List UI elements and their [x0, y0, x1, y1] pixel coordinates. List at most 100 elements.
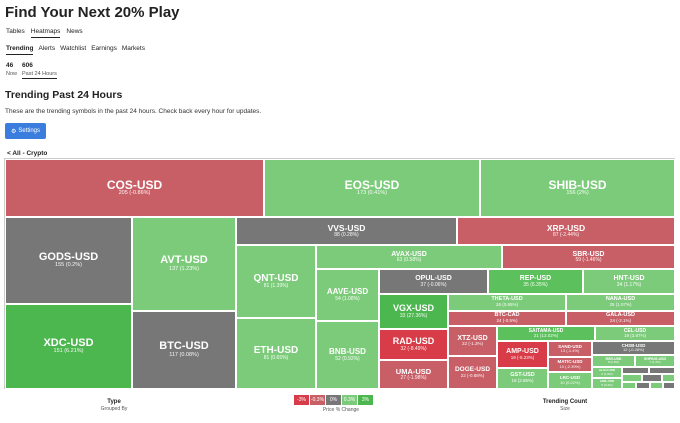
tile[interactable]: EOS-USD 173 (0.41%)	[264, 159, 480, 217]
tile-value: 7 (1.2%)	[649, 360, 661, 365]
tab-earnings[interactable]: Earnings	[91, 45, 117, 52]
tile[interactable]: THETA-USD 26 (0.65%)	[448, 294, 566, 311]
tile[interactable]: AMP-USD 19 (-5.23%)	[497, 341, 548, 368]
tile[interactable]: ALGO-USD 6 (1.6%)	[592, 367, 622, 378]
timeframe-now[interactable]: 46 Now	[6, 62, 17, 77]
legend-size: Trending Count Size	[540, 399, 590, 412]
tile[interactable]: BTC-CAD 24 (-0.5%)	[448, 311, 566, 326]
tile-value: 155 (0.2%)	[55, 262, 82, 269]
tile-value: 63 (0.58%)	[396, 257, 422, 264]
tile-symbol: LINK-USD	[599, 379, 615, 384]
tile-value: 12 (-0.28%)	[623, 347, 644, 353]
legend-type-title: Type	[107, 399, 121, 405]
tile[interactable]: QNT-USD 81 (1.39%)	[236, 245, 316, 318]
tile-value: 52 (0.92%)	[335, 355, 360, 362]
tile[interactable]: COS-USD 205 (-0.86%)	[5, 159, 264, 217]
tile-symbol: ALGO-USD	[599, 368, 615, 373]
tile[interactable]: CEL-USD 19 (3.87%)	[595, 326, 675, 341]
tile[interactable]: AAVE-USD 54 (1.08%)	[316, 269, 379, 321]
tile[interactable]: GALA-USD 24 (-2.1%)	[566, 311, 675, 326]
tile[interactable]	[622, 382, 636, 389]
tile[interactable]: SAITAMA-USD 21 (13.02%)	[497, 326, 595, 341]
tile-value: 173 (0.41%)	[357, 190, 387, 197]
tile-value: 18 (2.86%)	[511, 378, 534, 384]
tile[interactable]: REP-USD 35 (6.35%)	[488, 269, 583, 294]
tab-trending[interactable]: Trending	[6, 45, 34, 55]
tile-value: 10 (0.22%)	[560, 379, 580, 385]
tab-watchlist[interactable]: Watchlist	[60, 45, 87, 52]
tile[interactable]: BTC-USD 117 (0.08%)	[132, 311, 236, 389]
tile-symbol: COS-USD	[106, 177, 163, 192]
tile-value: 8 (0.8%)	[607, 360, 620, 365]
tile[interactable]: XRP-USD 87 (-2.44%)	[457, 217, 675, 245]
tile-symbol: LRC-USD	[559, 375, 581, 381]
tile-value: 34 (1.17%)	[616, 281, 642, 288]
tile[interactable]: HNT-USD 34 (1.17%)	[583, 269, 675, 294]
tile-value: 59 (-1.46%)	[575, 257, 602, 264]
tile[interactable]: XDC-USD 151 (6.21%)	[5, 304, 132, 389]
tile[interactable]: AVT-USD 137 (1.23%)	[132, 217, 236, 311]
tile-symbol: EOS-USD	[344, 177, 400, 192]
tile[interactable]: NANA-USD 25 (1.07%)	[566, 294, 675, 311]
tile[interactable]: SHPING-USD 7 (1.2%)	[635, 355, 675, 367]
tile[interactable]	[663, 382, 675, 389]
back-link[interactable]: < All - Crypto	[7, 150, 48, 157]
tile[interactable]: LRC-USD 10 (0.22%)	[548, 372, 592, 389]
tile[interactable]	[662, 374, 675, 382]
tile-symbol: VVS-USD	[327, 222, 366, 233]
tile[interactable]: AVAX-USD 63 (0.58%)	[316, 245, 502, 269]
page-title: Find Your Next 20% Play	[5, 4, 180, 21]
tile[interactable]: RSR-USD 8 (0.8%)	[592, 355, 635, 367]
tile-symbol: BTC-USD	[159, 340, 209, 353]
tile[interactable]: XTZ-USD 22 (-1.3%)	[448, 326, 497, 356]
tile-symbol: REP-USD	[519, 275, 552, 283]
tile[interactable]: LINK-USD 5 (0.4%)	[592, 378, 622, 389]
tile-value: 21 (13.02%)	[533, 332, 559, 338]
tile[interactable]	[649, 367, 675, 374]
heatmap-treemap: COS-USD 205 (-0.86%) EOS-USD 173 (0.41%) S…	[4, 158, 675, 389]
tile[interactable]: GST-USD 18 (2.86%)	[497, 368, 548, 389]
tile-value: 117 (0.08%)	[169, 351, 199, 358]
tile[interactable]: BNB-USD 52 (0.92%)	[316, 321, 379, 389]
color-scale: -3% -0.3% 0% 0.3% 3%	[294, 395, 374, 405]
top-nav: Tables Heatmaps News	[6, 28, 83, 38]
tile[interactable]	[650, 382, 663, 389]
timeframe-count: 606	[22, 62, 33, 69]
tile-symbol: AAVE-USD	[326, 287, 369, 297]
tile[interactable]	[642, 374, 662, 382]
tile[interactable]: VVS-USD 88 (0.28%)	[236, 217, 457, 245]
tile[interactable]: DOGE-USD 22 (-0.88%)	[448, 356, 497, 389]
tile[interactable]: OPUL-USD 37 (-0.06%)	[379, 269, 488, 294]
tile[interactable]: MATIC-USD 10 (-2.39%)	[548, 357, 592, 372]
tile[interactable]: SBR-USD 59 (-1.46%)	[502, 245, 675, 269]
tile-symbol: GALA-USD	[605, 312, 636, 319]
tile[interactable]: UMA-USD 27 (-1.98%)	[379, 360, 448, 389]
tile-symbol: BNB-USD	[329, 347, 366, 357]
tile-symbol: GODS-USD	[38, 250, 99, 263]
tab-markets[interactable]: Markets	[121, 45, 145, 52]
tile-value: 6 (1.6%)	[601, 371, 613, 376]
tile[interactable]	[622, 367, 649, 374]
tile[interactable]	[622, 374, 642, 382]
tile[interactable]: VGX-USD 33 (27.36%)	[379, 294, 448, 329]
tile-value: 19 (3.87%)	[623, 332, 646, 338]
tab-tables[interactable]: Tables	[6, 28, 25, 35]
legend-size-title: Trending Count	[542, 399, 588, 405]
tile[interactable]	[636, 382, 650, 389]
tab-news[interactable]: News	[66, 28, 83, 35]
tile[interactable]: ETH-USD 81 (0.65%)	[236, 318, 316, 389]
tile-value: 156 (2%)	[566, 190, 589, 197]
tab-alerts[interactable]: Alerts	[38, 45, 56, 52]
tile[interactable]: SHIB-USD 156 (2%)	[480, 159, 675, 217]
tab-heatmaps[interactable]: Heatmaps	[30, 28, 61, 38]
timeframe-past-24-hours[interactable]: 606 Past 24 Hours	[22, 62, 57, 79]
tile[interactable]: SAND-USD 13 (-1.4%)	[548, 341, 592, 357]
tile[interactable]: RAD-USD 32 (-8.49%)	[379, 329, 448, 360]
tile[interactable]: GODS-USD 155 (0.2%)	[5, 217, 132, 304]
tile-value: 151 (6.21%)	[53, 348, 84, 355]
settings-button[interactable]: ⚙ Settings	[5, 123, 46, 139]
tile-value: 22 (-1.3%)	[461, 341, 483, 347]
tile-symbol: AVT-USD	[160, 254, 208, 267]
tile-symbol: SAND-USD	[558, 343, 582, 349]
tile[interactable]: CHSB-USD 12 (-0.28%)	[592, 341, 675, 355]
